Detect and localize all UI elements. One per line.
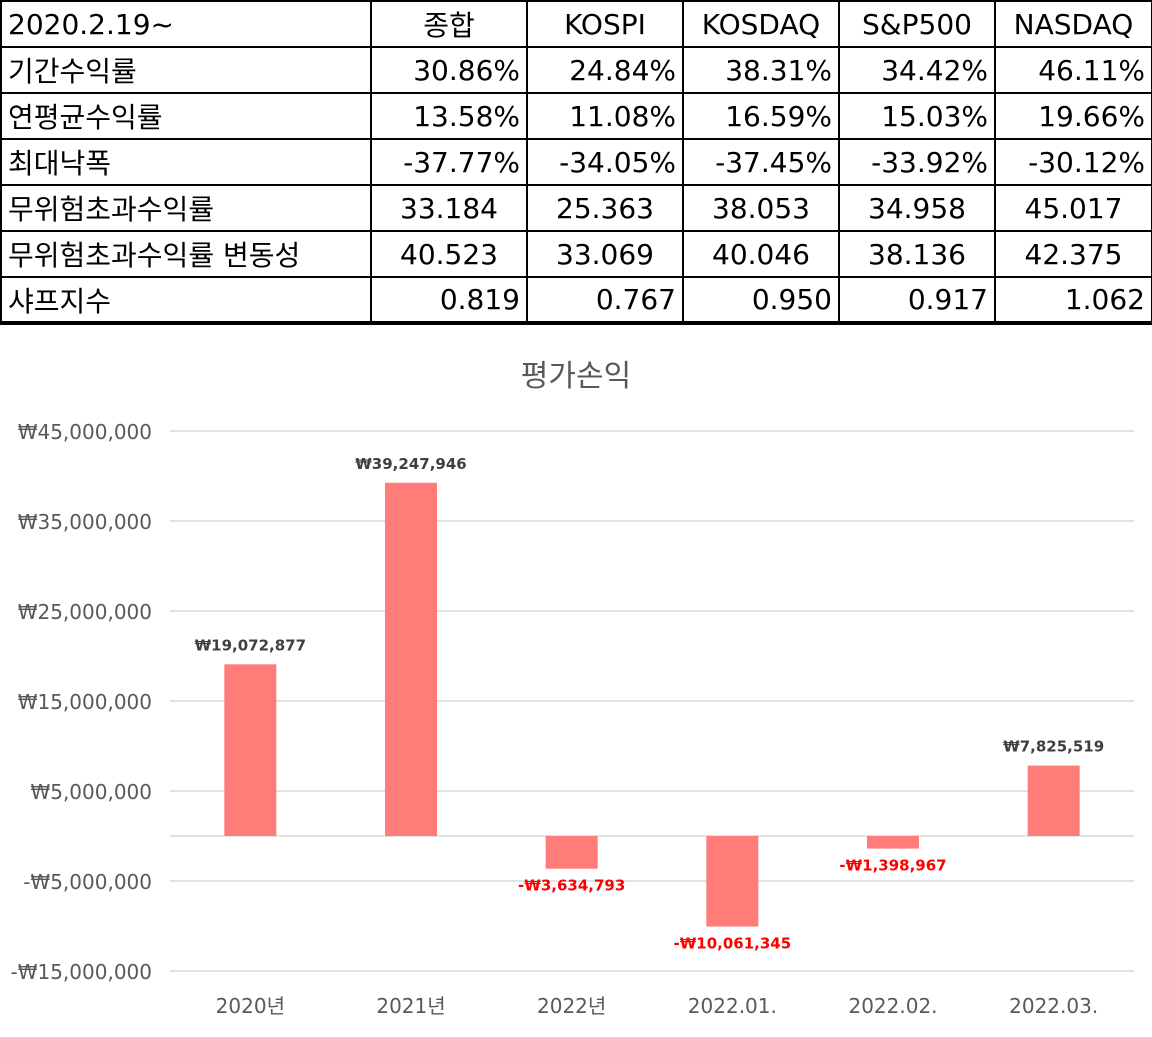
column-header: 종합 (370, 0, 528, 48)
row-label: 연평균수익률 (0, 92, 372, 140)
data-label: -₩1,398,967 (839, 857, 946, 875)
bar (224, 664, 277, 836)
y-tick-label: ₩45,000,000 (18, 420, 152, 444)
table-cell: 0.917 (838, 276, 996, 324)
table-cell: 16.59% (682, 92, 840, 140)
data-label: -₩10,061,345 (673, 935, 791, 953)
x-tick-label: 2020년 (216, 994, 285, 1018)
table-row: 연평균수익률 13.58% 11.08% 16.59% 15.03% 19.66… (0, 92, 1152, 140)
y-tick-label: -₩5,000,000 (23, 870, 152, 894)
table-cell: 25.363 (526, 184, 684, 232)
table-cell: 33.184 (370, 184, 528, 232)
row-label: 무위험초과수익률 변동성 (0, 230, 372, 278)
column-header: KOSPI (526, 0, 684, 48)
column-header: NASDAQ (994, 0, 1152, 48)
table-cell: 0.950 (682, 276, 840, 324)
y-tick-label: ₩15,000,000 (18, 690, 152, 714)
bar (706, 836, 759, 927)
table-header-row: 2020.2.19~ 종합 KOSPI KOSDAQ S&P500 NASDAQ (0, 0, 1152, 48)
x-tick-label: 2022.03. (1009, 994, 1098, 1018)
table-row: 샤프지수 0.819 0.767 0.950 0.917 1.062 (0, 276, 1152, 324)
table-cell: 38.136 (838, 230, 996, 278)
table-cell: 33.069 (526, 230, 684, 278)
chart-title: 평가손익 (521, 359, 631, 394)
y-axis-ticks: ₩45,000,000 ₩35,000,000 ₩25,000,000 ₩15,000… (10, 420, 152, 984)
data-label: -₩3,634,793 (518, 877, 625, 895)
table-corner-date: 2020.2.19~ (0, 0, 372, 48)
table-cell: 40.523 (370, 230, 528, 278)
bars (224, 482, 1080, 927)
table-cell: 19.66% (994, 92, 1152, 140)
x-tick-label: 2022.02. (848, 994, 937, 1018)
row-label: 기간수익률 (0, 46, 372, 94)
table-cell: 30.86% (370, 46, 528, 94)
table-row: 기간수익률 30.86% 24.84% 38.31% 34.42% 46.11% (0, 46, 1152, 94)
table-cell: 0.819 (370, 276, 528, 324)
table-cell: 38.053 (682, 184, 840, 232)
table-cell: 34.42% (838, 46, 996, 94)
bar (385, 482, 437, 836)
row-label: 최대낙폭 (0, 138, 372, 186)
metrics-table-container: 2020.2.19~ 종합 KOSPI KOSDAQ S&P500 NASDAQ… (0, 0, 1152, 332)
y-tick-label: ₩35,000,000 (18, 510, 152, 534)
data-label: ₩7,825,519 (1003, 738, 1104, 756)
data-labels: ₩19,072,877 ₩39,247,946 -₩3,634,793 -₩10,06… (195, 455, 1105, 953)
bar (545, 836, 598, 869)
table-cell: -33.92% (838, 138, 996, 186)
column-header: S&P500 (838, 0, 996, 48)
y-tick-label: ₩5,000,000 (30, 780, 152, 804)
table-cell: -34.05% (526, 138, 684, 186)
table-cell: 24.84% (526, 46, 684, 94)
data-label: ₩39,247,946 (355, 455, 466, 473)
data-label: ₩19,072,877 (195, 636, 306, 654)
x-tick-label: 2022년 (537, 994, 606, 1018)
table-cell: 15.03% (838, 92, 996, 140)
table-row: 무위험초과수익률 33.184 25.363 38.053 34.958 45.… (0, 184, 1152, 232)
x-tick-label: 2021년 (376, 994, 445, 1018)
row-label: 샤프지수 (0, 276, 372, 324)
table-row: 무위험초과수익률 변동성 40.523 33.069 40.046 38.136… (0, 230, 1152, 278)
metrics-table: 2020.2.19~ 종합 KOSPI KOSDAQ S&P500 NASDAQ… (0, 0, 1152, 325)
table-cell: -30.12% (994, 138, 1152, 186)
table-cell: 34.958 (838, 184, 996, 232)
bar (1027, 765, 1080, 836)
row-label: 무위험초과수익률 (0, 184, 372, 232)
x-tick-label: 2022.01. (688, 994, 777, 1018)
table-cell: 40.046 (682, 230, 840, 278)
column-header: KOSDAQ (682, 0, 840, 48)
profit-loss-chart: 평가손익 ₩45,000,000 ₩35,000,000 ₩25,000,000 ₩1… (0, 336, 1152, 1037)
table-cell: 38.31% (682, 46, 840, 94)
table-cell: 42.375 (994, 230, 1152, 278)
y-tick-label: ₩25,000,000 (18, 600, 152, 624)
table-row: 최대낙폭 -37.77% -34.05% -37.45% -33.92% -30… (0, 138, 1152, 186)
table-cell: 0.767 (526, 276, 684, 324)
chart-canvas: 평가손익 ₩45,000,000 ₩35,000,000 ₩25,000,000 ₩1… (10, 359, 1134, 1018)
table-cell: -37.77% (370, 138, 528, 186)
table-cell: 1.062 (994, 276, 1152, 324)
bar (867, 836, 919, 849)
table-cell: 11.08% (526, 92, 684, 140)
y-tick-label: -₩15,000,000 (10, 960, 152, 984)
gridlines (170, 430, 1134, 972)
table-cell: 45.017 (994, 184, 1152, 232)
x-axis-ticks: 2020년 2021년 2022년 2022.01. 2022.02. 2022.03. (216, 994, 1099, 1018)
table-cell: 46.11% (994, 46, 1152, 94)
table-cell: -37.45% (682, 138, 840, 186)
table-cell: 13.58% (370, 92, 528, 140)
